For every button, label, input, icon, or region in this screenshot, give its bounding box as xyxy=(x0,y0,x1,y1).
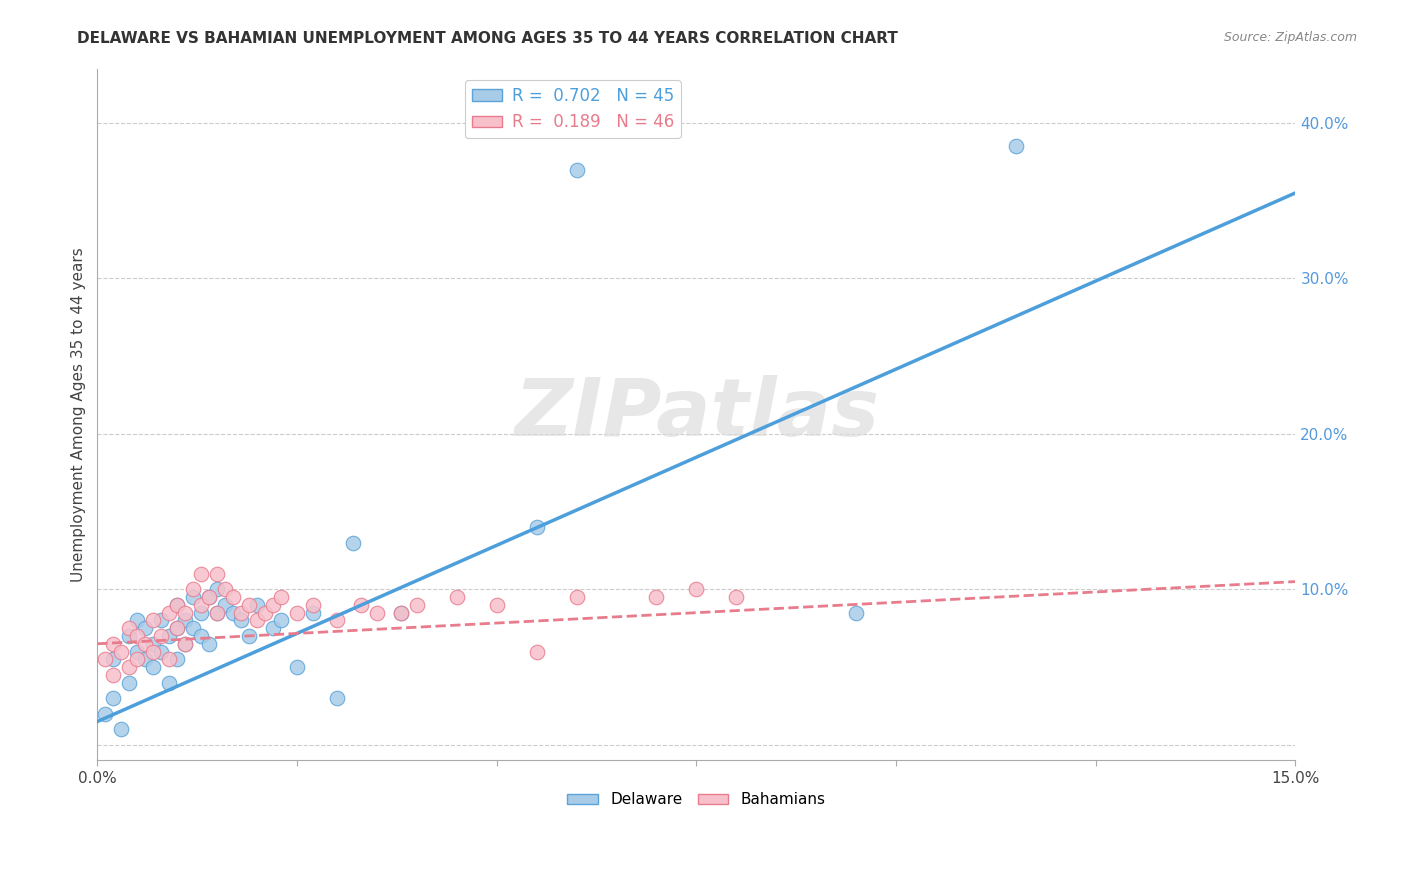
Point xyxy=(198,637,221,651)
Point xyxy=(389,606,412,620)
Point xyxy=(127,629,149,643)
Point xyxy=(685,582,707,597)
Point xyxy=(238,629,260,643)
Point xyxy=(103,691,125,706)
Point xyxy=(270,614,292,628)
Point xyxy=(205,606,228,620)
Point xyxy=(190,598,212,612)
Point xyxy=(174,637,197,651)
Text: Source: ZipAtlas.com: Source: ZipAtlas.com xyxy=(1223,31,1357,45)
Point xyxy=(326,614,349,628)
Point xyxy=(142,637,165,651)
Point xyxy=(285,606,308,620)
Point xyxy=(94,706,117,721)
Point xyxy=(405,598,427,612)
Point xyxy=(174,637,197,651)
Point xyxy=(157,629,180,643)
Point xyxy=(166,621,188,635)
Point xyxy=(222,606,245,620)
Point xyxy=(565,162,588,177)
Point xyxy=(342,535,364,549)
Point xyxy=(198,590,221,604)
Point xyxy=(246,598,269,612)
Point xyxy=(166,598,188,612)
Point xyxy=(190,606,212,620)
Text: ZIPatlas: ZIPatlas xyxy=(515,376,879,453)
Point xyxy=(103,637,125,651)
Point xyxy=(110,644,132,658)
Point xyxy=(845,606,868,620)
Point xyxy=(214,598,236,612)
Y-axis label: Unemployment Among Ages 35 to 44 years: Unemployment Among Ages 35 to 44 years xyxy=(72,247,86,582)
Point xyxy=(142,644,165,658)
Point xyxy=(134,637,156,651)
Point xyxy=(166,621,188,635)
Point xyxy=(118,675,141,690)
Point xyxy=(229,614,252,628)
Point xyxy=(150,614,173,628)
Point xyxy=(166,652,188,666)
Point xyxy=(190,566,212,581)
Point xyxy=(181,582,204,597)
Point xyxy=(262,598,284,612)
Point xyxy=(526,644,548,658)
Point xyxy=(157,606,180,620)
Point xyxy=(238,598,260,612)
Point xyxy=(118,629,141,643)
Point xyxy=(326,691,349,706)
Point xyxy=(142,614,165,628)
Point xyxy=(270,590,292,604)
Point xyxy=(127,614,149,628)
Point xyxy=(389,606,412,620)
Point xyxy=(134,621,156,635)
Point xyxy=(94,652,117,666)
Text: DELAWARE VS BAHAMIAN UNEMPLOYMENT AMONG AGES 35 TO 44 YEARS CORRELATION CHART: DELAWARE VS BAHAMIAN UNEMPLOYMENT AMONG … xyxy=(77,31,898,46)
Point xyxy=(366,606,388,620)
Point xyxy=(127,652,149,666)
Point xyxy=(166,598,188,612)
Point xyxy=(246,614,269,628)
Point xyxy=(181,621,204,635)
Point xyxy=(103,668,125,682)
Point xyxy=(229,606,252,620)
Point xyxy=(205,606,228,620)
Point xyxy=(134,652,156,666)
Point xyxy=(645,590,668,604)
Point xyxy=(205,566,228,581)
Point xyxy=(174,606,197,620)
Point xyxy=(485,598,508,612)
Point xyxy=(526,520,548,534)
Point xyxy=(1005,139,1028,153)
Point xyxy=(118,660,141,674)
Point xyxy=(181,590,204,604)
Point xyxy=(302,606,325,620)
Point xyxy=(302,598,325,612)
Point xyxy=(262,621,284,635)
Point xyxy=(565,590,588,604)
Point xyxy=(110,723,132,737)
Point xyxy=(254,606,277,620)
Point xyxy=(205,582,228,597)
Point xyxy=(142,660,165,674)
Point xyxy=(190,629,212,643)
Point xyxy=(150,629,173,643)
Point xyxy=(150,644,173,658)
Point xyxy=(725,590,748,604)
Point xyxy=(350,598,373,612)
Point xyxy=(446,590,468,604)
Point xyxy=(174,614,197,628)
Point xyxy=(198,590,221,604)
Point xyxy=(118,621,141,635)
Point xyxy=(127,644,149,658)
Point xyxy=(214,582,236,597)
Point xyxy=(222,590,245,604)
Point xyxy=(103,652,125,666)
Legend: Delaware, Bahamians: Delaware, Bahamians xyxy=(560,785,834,815)
Point xyxy=(157,675,180,690)
Point xyxy=(285,660,308,674)
Point xyxy=(157,652,180,666)
